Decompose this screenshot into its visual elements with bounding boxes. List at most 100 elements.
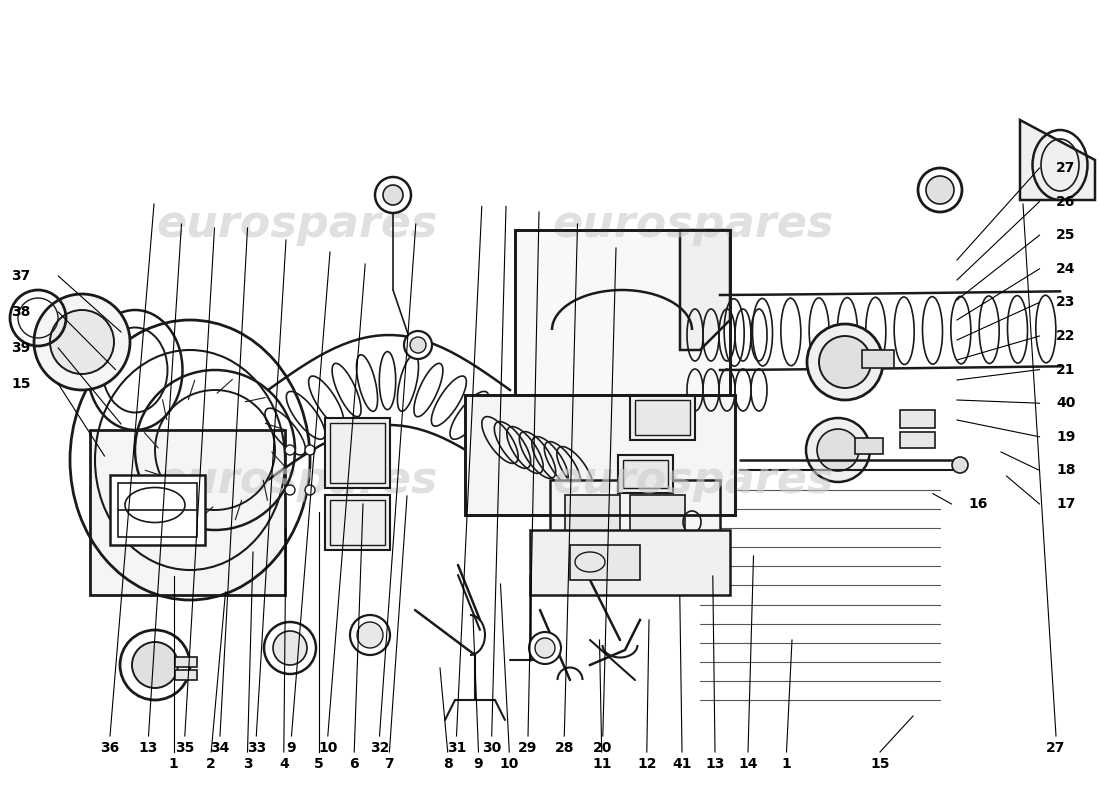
Circle shape — [410, 337, 426, 353]
Text: 18: 18 — [1056, 463, 1076, 478]
Bar — [324, 418, 390, 488]
Bar — [623, 460, 668, 488]
Bar — [570, 545, 640, 580]
Circle shape — [820, 336, 871, 388]
Bar — [618, 455, 673, 493]
Bar — [630, 495, 685, 545]
Text: 39: 39 — [11, 341, 31, 355]
Text: 30: 30 — [482, 741, 502, 755]
Text: 10: 10 — [318, 741, 338, 755]
Circle shape — [535, 638, 556, 658]
Text: 4: 4 — [279, 757, 288, 771]
Circle shape — [806, 418, 870, 482]
Text: 1: 1 — [782, 757, 791, 771]
Bar — [855, 438, 883, 454]
Bar — [175, 670, 197, 680]
Text: 9: 9 — [474, 757, 483, 771]
Text: 28: 28 — [554, 741, 574, 755]
Circle shape — [807, 324, 883, 400]
Bar — [110, 475, 205, 545]
Text: 13: 13 — [139, 741, 158, 755]
Text: 24: 24 — [1056, 262, 1076, 276]
Bar — [330, 500, 385, 545]
Text: 3: 3 — [243, 757, 252, 771]
Text: 37: 37 — [11, 269, 31, 283]
Text: 35: 35 — [175, 741, 195, 755]
Bar — [515, 230, 730, 395]
Polygon shape — [680, 230, 730, 350]
Bar — [530, 530, 730, 595]
Circle shape — [285, 445, 295, 455]
Text: 25: 25 — [1056, 228, 1076, 242]
Bar — [900, 410, 935, 428]
Circle shape — [34, 294, 130, 390]
Text: 40: 40 — [1056, 396, 1076, 410]
Circle shape — [132, 642, 178, 688]
Text: 31: 31 — [447, 741, 466, 755]
Bar — [515, 230, 730, 395]
Circle shape — [375, 177, 411, 213]
Bar — [90, 430, 285, 595]
Text: 10: 10 — [499, 757, 519, 771]
Circle shape — [305, 485, 315, 495]
Text: 20: 20 — [593, 741, 613, 755]
Text: 36: 36 — [100, 741, 120, 755]
Text: 27: 27 — [1056, 161, 1076, 175]
Text: eurospares: eurospares — [552, 458, 834, 502]
Text: 13: 13 — [705, 757, 725, 771]
Text: eurospares: eurospares — [156, 202, 438, 246]
Bar — [550, 480, 720, 560]
Text: 21: 21 — [1056, 362, 1076, 377]
Text: 41: 41 — [672, 757, 692, 771]
Circle shape — [273, 631, 307, 665]
Text: 27: 27 — [1046, 741, 1066, 755]
Text: 33: 33 — [246, 741, 266, 755]
Text: eurospares: eurospares — [156, 458, 438, 502]
Text: eurospares: eurospares — [552, 202, 834, 246]
Text: 8: 8 — [443, 757, 452, 771]
Circle shape — [952, 457, 968, 473]
Text: 34: 34 — [210, 741, 230, 755]
Circle shape — [264, 622, 316, 674]
Text: 6: 6 — [350, 757, 359, 771]
Bar — [118, 483, 197, 537]
Text: 7: 7 — [385, 757, 394, 771]
Text: 23: 23 — [1056, 295, 1076, 310]
Bar — [862, 350, 894, 368]
Bar — [465, 395, 735, 515]
Bar — [330, 423, 385, 483]
Circle shape — [305, 445, 315, 455]
Circle shape — [120, 630, 190, 700]
Bar — [635, 400, 690, 435]
Circle shape — [529, 632, 561, 664]
Bar — [565, 495, 620, 545]
Polygon shape — [1020, 120, 1094, 200]
Circle shape — [50, 310, 114, 374]
Circle shape — [918, 168, 962, 212]
Text: 19: 19 — [1056, 430, 1076, 444]
Text: 22: 22 — [1056, 329, 1076, 343]
Circle shape — [350, 615, 390, 655]
Text: 16: 16 — [968, 497, 988, 511]
Circle shape — [383, 185, 403, 205]
Text: 15: 15 — [11, 377, 31, 391]
Bar — [465, 395, 735, 515]
Text: 14: 14 — [738, 757, 758, 771]
Bar — [900, 432, 935, 448]
Text: 11: 11 — [592, 757, 612, 771]
Circle shape — [926, 176, 954, 204]
Text: 32: 32 — [370, 741, 389, 755]
Circle shape — [817, 429, 859, 471]
Text: 5: 5 — [315, 757, 323, 771]
Bar — [630, 395, 695, 440]
Text: 12: 12 — [637, 757, 657, 771]
Text: 38: 38 — [11, 305, 31, 319]
Bar — [175, 657, 197, 667]
Text: 2: 2 — [207, 757, 216, 771]
Text: 9: 9 — [287, 741, 296, 755]
Text: 26: 26 — [1056, 194, 1076, 209]
Circle shape — [358, 622, 383, 648]
Text: 29: 29 — [518, 741, 538, 755]
Bar — [324, 495, 390, 550]
Text: 1: 1 — [169, 757, 178, 771]
